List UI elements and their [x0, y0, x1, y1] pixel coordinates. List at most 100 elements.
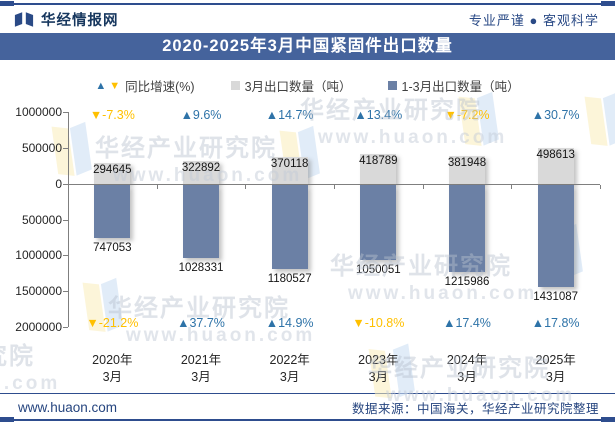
q1-value-label: 747053	[93, 242, 132, 255]
y-axis-tick	[63, 219, 68, 221]
y-axis-tick-label: 1000000	[15, 248, 62, 263]
q1-value-label: 1431087	[533, 291, 579, 304]
march-growth-label: ▼-7.3%	[89, 108, 135, 122]
top-border-line	[0, 3, 615, 5]
x-axis-line	[68, 183, 600, 185]
march-growth-label: ▲13.4%	[354, 108, 403, 122]
q1-growth-label: ▲17.8%	[531, 316, 580, 330]
x-axis-label-month: 3月	[102, 370, 123, 384]
y-axis-tick-label: 500000	[21, 140, 62, 155]
q1-growth-label: ▼-21.2%	[86, 316, 139, 330]
footer-site-link[interactable]: www.huaon.com	[18, 400, 118, 415]
q1-value-label: 1028331	[178, 262, 224, 275]
legend-item-growth: ▲ ▼ 同比增速(%)	[95, 76, 194, 95]
y-axis-tick-label: 500000	[21, 212, 62, 227]
x-axis-label-year: 2025年	[535, 353, 576, 367]
category-axis-tick	[156, 184, 158, 189]
x-axis-label-year: 2021年	[180, 353, 222, 367]
category-axis-tick	[245, 184, 247, 189]
march-growth-label: ▼-7.2%	[444, 108, 490, 122]
brand-name: 华经情报网	[41, 12, 119, 29]
footer: www.huaon.com 数据来源：中国海关，华经产业研究院整理	[18, 398, 599, 417]
y-axis-line	[68, 112, 69, 327]
march-value-label: 498613	[536, 148, 575, 161]
category-axis-tick	[68, 184, 69, 189]
top-right-border-cap	[601, 1, 615, 6]
bar-march-export	[360, 153, 397, 184]
header-slogan: 专业严谨 ● 客观科学	[468, 12, 599, 28]
bar-march-export	[537, 147, 574, 184]
bar-march-export	[271, 157, 308, 184]
q1-growth-label: ▲37.7%	[177, 316, 225, 330]
x-axis-label-month: 3月	[545, 370, 566, 384]
x-axis-label-month: 3月	[279, 370, 300, 384]
legend-swatch-march	[230, 81, 240, 90]
y-axis-tick-label: 0	[55, 176, 62, 191]
x-axis-label-year: 2024年	[446, 353, 488, 367]
y-axis-tick	[63, 183, 68, 185]
march-value-label: 418789	[359, 154, 398, 167]
bar-q1-export	[449, 184, 485, 272]
q1-value-label: 1180527	[267, 273, 312, 286]
top-left-border-cap	[0, 1, 14, 6]
q1-growth-label: ▲17.4%	[443, 316, 491, 330]
y-axis-tick	[63, 327, 68, 328]
x-axis-label-month: 3月	[457, 370, 477, 384]
x-axis-label-year: 2022年	[269, 353, 310, 367]
bar-q1-export	[94, 184, 131, 239]
y-axis-tick-label: 1000000	[15, 105, 62, 119]
chart-title: 2020-2025年3月中国紧固件出口数量	[162, 37, 453, 55]
category-axis-tick	[422, 184, 424, 189]
legend: ▲ ▼ 同比增速(%) 3月出口数量（吨） 1-3月出口数量（吨）	[0, 76, 615, 95]
chart-title-bar: 2020-2025年3月中国紧固件出口数量	[0, 33, 615, 60]
y-axis-tick	[63, 255, 68, 257]
bar-q1-export	[537, 184, 574, 288]
legend-label-q1: 1-3月出口数量（吨）	[401, 80, 520, 94]
up-triangle-icon: ▲	[95, 79, 107, 92]
q1-growth-label: ▼-10.8%	[352, 316, 405, 330]
q1-value-label: 1050051	[355, 263, 401, 276]
march-growth-label: ▲30.7%	[531, 108, 580, 122]
y-axis-tick	[63, 291, 68, 293]
down-triangle-icon: ▼	[109, 79, 121, 92]
legend-swatch-q1	[387, 81, 397, 90]
category-axis-tick	[600, 184, 601, 189]
x-axis-label-month: 3月	[368, 370, 389, 384]
header: 华经情报网 专业严谨 ● 客观科学	[14, 7, 599, 31]
bar-march-export	[94, 162, 131, 184]
bar-q1-export	[360, 184, 397, 260]
y-axis-tick	[63, 112, 68, 113]
brand: 华经情报网	[14, 9, 119, 30]
bottom-right-border-cap	[601, 417, 615, 422]
huajing-logo-icon	[14, 11, 34, 27]
march-value-label: 294645	[93, 163, 132, 176]
x-axis-label-year: 2023年	[358, 353, 399, 367]
march-value-label: 322892	[181, 161, 221, 174]
bar-march-export	[449, 156, 485, 184]
y-axis-tick	[63, 147, 68, 149]
q1-growth-label: ▲14.9%	[265, 316, 314, 330]
march-value-label: 370118	[270, 158, 309, 171]
march-growth-label: ▲9.6%	[180, 108, 222, 122]
x-axis-label-month: 3月	[191, 370, 211, 384]
q1-value-label: 1215986	[444, 275, 490, 288]
category-axis-tick	[511, 184, 513, 189]
bottom-left-border-cap	[0, 417, 14, 422]
march-growth-label: ▲14.7%	[265, 108, 314, 122]
y-axis-tick-label: 2000000	[15, 320, 62, 334]
footer-separator	[0, 393, 615, 394]
x-axis-label-year: 2020年	[92, 353, 133, 367]
bar-chart: 1000000 500000 0 500000 1000000 1500000 200000…	[0, 95, 615, 393]
bar-q1-export	[183, 184, 219, 259]
bottom-border-line	[0, 419, 615, 421]
bar-march-export	[183, 160, 219, 184]
category-axis-tick	[334, 184, 335, 189]
bar-q1-export	[271, 184, 308, 270]
march-value-label: 381948	[447, 157, 487, 170]
legend-label-growth: 同比增速(%)	[125, 80, 195, 94]
y-axis-tick-label: 1500000	[15, 284, 62, 299]
legend-item-march: 3月出口数量（吨）	[230, 76, 352, 95]
footer-source: 数据来源：中国海关，华经产业研究院整理	[351, 402, 599, 416]
legend-item-q1: 1-3月出口数量（吨）	[387, 76, 520, 95]
